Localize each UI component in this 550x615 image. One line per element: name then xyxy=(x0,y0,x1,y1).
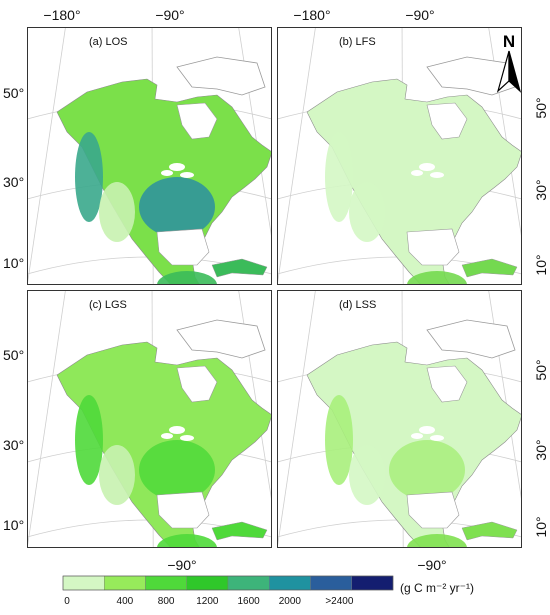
map-panel-c: (c) LGS xyxy=(27,290,272,548)
tropical-region xyxy=(407,534,467,548)
panel-frame xyxy=(27,290,272,548)
tropical-region xyxy=(157,534,217,548)
lat-tick-b-30: 30° xyxy=(533,179,549,200)
lat-tick-a-10: 10° xyxy=(3,255,24,271)
lat-tick-a-30: 30° xyxy=(3,174,24,190)
great-lake xyxy=(180,435,194,441)
panel-label: (d) LSS xyxy=(339,299,376,311)
legend-frame xyxy=(62,575,394,591)
graticule-longitude xyxy=(27,290,66,548)
legend-tick-label: 2000 xyxy=(279,596,302,607)
panel-label: (a) LOS xyxy=(89,36,128,48)
desert-region xyxy=(349,182,385,242)
lat-tick-d-30: 30° xyxy=(533,439,549,460)
great-lake xyxy=(430,435,444,441)
east-region xyxy=(389,177,465,237)
great-lake xyxy=(411,170,423,176)
panel-label: (c) LGS xyxy=(89,299,127,311)
top-tick-left-1: −180° xyxy=(43,7,80,23)
west-coast-region xyxy=(75,395,103,485)
east-region xyxy=(139,177,215,237)
lat-tick-b-50: 50° xyxy=(533,97,549,118)
graticule-longitude xyxy=(277,27,316,285)
great-lake xyxy=(419,426,435,434)
legend-swatch xyxy=(269,575,311,591)
desert-region xyxy=(349,445,385,505)
great-lake xyxy=(180,172,194,178)
graticule-longitude xyxy=(27,27,66,285)
lat-tick-d-50: 50° xyxy=(533,359,549,380)
north-arrow-icon: N xyxy=(496,32,522,93)
great-lake xyxy=(411,433,423,439)
legend-tick-label: 0 xyxy=(64,596,70,607)
top-tick-right-1: −180° xyxy=(293,7,330,23)
great-lake xyxy=(430,172,444,178)
desert-region xyxy=(99,445,135,505)
great-lake xyxy=(169,426,185,434)
west-coast-region xyxy=(325,132,353,222)
panel-frame xyxy=(277,27,522,285)
legend-swatch xyxy=(62,575,105,591)
great-lake xyxy=(419,163,435,171)
legend-swatch xyxy=(145,575,187,591)
bottom-tick-left: −90° xyxy=(167,557,196,573)
panel-label: (b) LFS xyxy=(339,36,376,48)
color-legend: 0 400 800 1200 1600 2000 >2400 xyxy=(62,575,394,607)
east-region xyxy=(139,440,215,500)
tropical-region xyxy=(157,271,217,285)
tropical-region xyxy=(407,271,467,285)
panel-frame xyxy=(27,27,272,285)
north-arrow-label: N xyxy=(503,32,515,51)
legend-tick-label: 800 xyxy=(158,596,175,607)
west-coast-region xyxy=(75,132,103,222)
legend-swatch xyxy=(104,575,146,591)
legend-swatch xyxy=(186,575,229,591)
graticule-longitude xyxy=(277,290,316,548)
legend-tick-label: >2400 xyxy=(325,596,354,607)
legend-tick-label: 1600 xyxy=(238,596,261,607)
great-lake xyxy=(161,170,173,176)
panel-frame xyxy=(277,290,522,548)
top-tick-left-2: −90° xyxy=(155,7,184,23)
map-panel-a: (a) LOS xyxy=(27,27,272,285)
west-coast-region xyxy=(325,395,353,485)
great-lake xyxy=(161,433,173,439)
lat-tick-c-30: 30° xyxy=(3,437,24,453)
great-lake xyxy=(169,163,185,171)
legend-tick-label: 400 xyxy=(117,596,134,607)
legend-swatch xyxy=(227,575,270,591)
east-region xyxy=(389,440,465,500)
lat-tick-b-10: 10° xyxy=(533,254,549,275)
lat-tick-c-10: 10° xyxy=(3,517,24,533)
lat-tick-a-50: 50° xyxy=(3,85,24,101)
top-tick-right-2: −90° xyxy=(405,7,434,23)
legend-tick-label: 1200 xyxy=(196,596,219,607)
desert-region xyxy=(99,182,135,242)
lat-tick-c-50: 50° xyxy=(3,347,24,363)
legend-swatch xyxy=(310,575,352,591)
bottom-tick-right: −90° xyxy=(417,557,446,573)
legend-swatch xyxy=(351,575,394,591)
map-panel-d: (d) LSS xyxy=(277,290,522,548)
legend-unit: (g C m⁻² yr⁻¹) xyxy=(400,581,474,595)
lat-tick-d-10: 10° xyxy=(533,516,549,537)
map-panel-b: (b) LFS xyxy=(277,27,522,285)
